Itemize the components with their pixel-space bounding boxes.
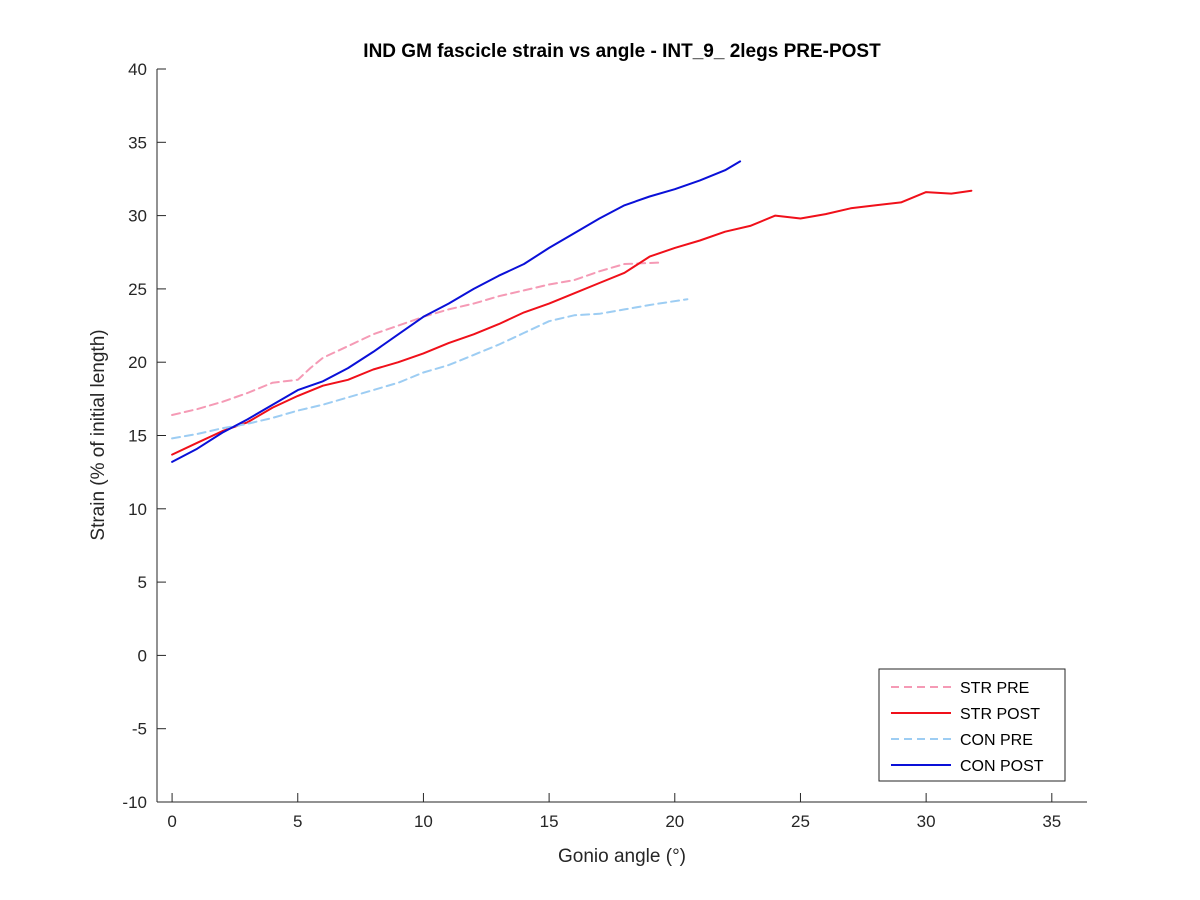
x-axis: 0 5 10 15 20 25 30 35 (167, 793, 1061, 831)
x-tick-label: 35 (1042, 812, 1061, 831)
y-tick-label: 5 (138, 573, 147, 592)
y-tick-label: 0 (138, 646, 147, 665)
legend-label: CON POST (960, 758, 1044, 775)
y-tick-label: 15 (128, 427, 147, 446)
chart-title: IND GM fascicle strain vs angle - INT_9_… (363, 41, 881, 62)
x-tick-label: 0 (167, 812, 176, 831)
y-axis: -10 -5 0 5 10 15 20 25 30 35 40 (122, 60, 166, 812)
y-tick-label: 10 (128, 500, 147, 519)
x-tick-label: 20 (665, 812, 684, 831)
y-axis-label: Strain (% of initial length) (88, 329, 109, 540)
series-line-str-post (171, 189, 973, 456)
x-tick-label: 5 (293, 812, 302, 831)
legend-label: CON PRE (960, 732, 1033, 749)
x-axis-label: Gonio angle (°) (558, 846, 686, 867)
series-lines (171, 160, 973, 463)
y-tick-label: 25 (128, 280, 147, 299)
y-tick-label: 30 (128, 207, 147, 226)
y-tick-label: 20 (128, 353, 147, 372)
legend-label: STR PRE (960, 680, 1029, 697)
y-tick-label: 40 (128, 60, 147, 79)
legend-label: STR POST (960, 706, 1040, 723)
y-tick-label: 35 (128, 133, 147, 152)
legend: STR PRE STR POST CON PRE CON POST (878, 668, 1066, 782)
series-line-str-pre (171, 261, 664, 416)
series-line-con-pre (171, 298, 689, 440)
x-tick-label: 30 (917, 812, 936, 831)
series-line-con-post (171, 160, 742, 463)
x-tick-label: 15 (540, 812, 559, 831)
y-tick-label: -5 (132, 720, 147, 739)
y-tick-label: -10 (122, 793, 147, 812)
x-tick-label: 25 (791, 812, 810, 831)
x-tick-label: 10 (414, 812, 433, 831)
